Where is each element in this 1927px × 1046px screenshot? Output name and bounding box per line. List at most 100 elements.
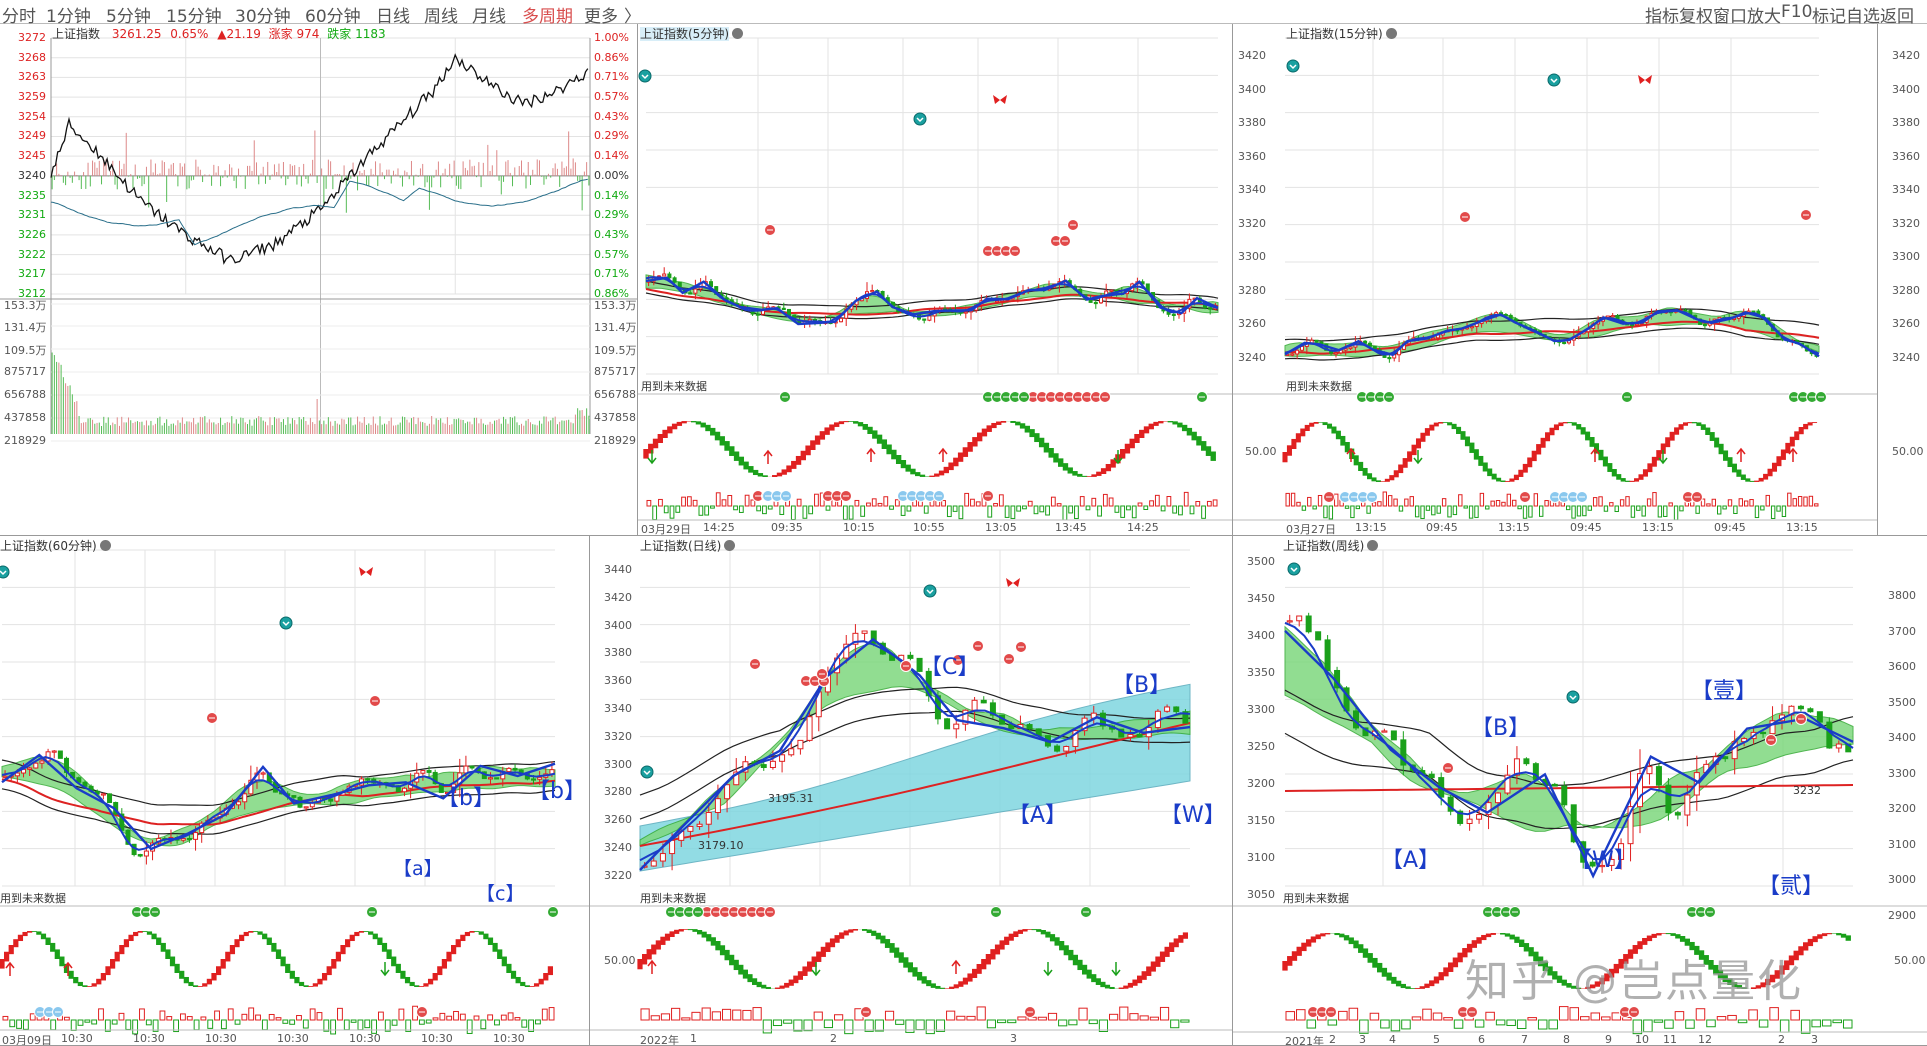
volume-bar xyxy=(1468,505,1474,519)
volume-bar xyxy=(282,1019,289,1024)
volume-bar xyxy=(935,1019,946,1032)
price-axis-label: 3263 xyxy=(18,70,46,84)
future-label-weekly: 用到未来数据 xyxy=(1283,892,1349,905)
more-chevron-icon[interactable]: 〉 xyxy=(624,7,641,27)
ma-black-lower xyxy=(1284,327,1820,361)
panel-5min[interactable]: 上证指数(5分钟) 用到未来数据 03月29日 14:25 09:35 10:15 10… xyxy=(638,24,1233,536)
volume-bar xyxy=(1485,505,1490,510)
date-label: 10 xyxy=(1635,1033,1649,1046)
tab-fenshi[interactable]: 分时 xyxy=(2,7,36,27)
volume-bar xyxy=(941,500,946,507)
arrow-head xyxy=(5,961,15,969)
candle-body xyxy=(1551,783,1558,787)
volume-bar xyxy=(1045,505,1050,516)
toolbar-window[interactable]: 窗口 xyxy=(1713,7,1747,27)
volume-bar xyxy=(1587,505,1592,511)
volume-bar xyxy=(255,1014,261,1021)
axis-label: 3450 xyxy=(1247,592,1275,605)
volume-bar xyxy=(1533,493,1539,507)
axis-label: 3420 xyxy=(1238,49,1266,62)
tab-monthly[interactable]: 月线 xyxy=(472,7,506,27)
volume-bar xyxy=(1790,1009,1800,1021)
candle-body xyxy=(51,750,57,753)
tab-daily[interactable]: 日线 xyxy=(376,7,410,27)
candle-body xyxy=(137,854,143,857)
volume-bar xyxy=(357,1019,364,1031)
toolbar-adjust[interactable]: 复权 xyxy=(1679,7,1713,27)
date-label: 13:45 xyxy=(1055,521,1087,534)
toolbar-indicator[interactable]: 指标 xyxy=(1645,7,1679,27)
volume-bar xyxy=(1569,1007,1580,1021)
axis-label: 3500 xyxy=(1888,695,1916,709)
volume-bar xyxy=(1565,505,1571,511)
candle-body xyxy=(1561,785,1568,806)
volume-bar xyxy=(1765,494,1770,507)
tab-60min[interactable]: 60分钟 xyxy=(305,7,361,27)
toolbar-back[interactable]: 返回 xyxy=(1880,7,1914,27)
volume-bar xyxy=(1039,505,1045,513)
candle-body xyxy=(1503,314,1508,317)
tab-more[interactable]: 更多 xyxy=(584,7,618,27)
tab-30min[interactable]: 30分钟 xyxy=(235,7,291,27)
axis-label: 3240 xyxy=(604,841,632,854)
intraday-panel[interactable]: 上证指数 3261.25 0.65% ▲21.19 涨家 974 跌家 1183… xyxy=(0,24,638,536)
volume-bar xyxy=(790,505,796,520)
settings-icon[interactable] xyxy=(724,540,736,551)
wave-label-week-1: 【壹】 xyxy=(1691,679,1758,704)
volume-bar xyxy=(721,499,727,507)
price-axis-label: 3254 xyxy=(18,109,46,123)
volume-bar xyxy=(1463,505,1468,509)
volume-bar xyxy=(1603,505,1609,512)
axis-label: 3050 xyxy=(1247,888,1275,901)
volume-bar xyxy=(1159,1006,1170,1021)
panel-60min[interactable]: 上证指数(60分钟) 用到未来数据 【b】 【b】 【a】 【c】 03月09日… xyxy=(0,536,590,1046)
price-axis-label: 3212 xyxy=(18,287,46,300)
tab-1min[interactable]: 1分钟 xyxy=(46,7,91,27)
candle-body xyxy=(1387,356,1392,360)
settings-icon[interactable] xyxy=(1385,28,1397,39)
volume-bar xyxy=(772,1019,783,1027)
volume-bar xyxy=(207,1019,214,1029)
volume-bar xyxy=(1369,1012,1380,1021)
volume-bar xyxy=(521,1019,528,1028)
candle-body xyxy=(696,823,703,827)
panel-daily[interactable]: 上证指数(日线) 用到未来数据 【C】 【B】 【A】 【W】 3195.31 … xyxy=(590,536,1233,1046)
tab-5min[interactable]: 5分钟 xyxy=(106,7,151,27)
panel-weekly[interactable]: 上证指数(周线) 用到未来数据 【B】 【A】 【W】 【壹】 【贰】 3232… xyxy=(1233,536,1927,1046)
volume-bar xyxy=(1296,501,1301,507)
volume-bar xyxy=(733,505,738,511)
candle-body xyxy=(1400,739,1407,766)
panel-15min[interactable]: 上证指数(15分钟) 用到未来数据 3420 3400 3380 3360 3340 33… xyxy=(1233,24,1878,536)
settings-icon[interactable] xyxy=(1367,540,1379,551)
wave-label-c: 【c】 xyxy=(476,883,525,905)
toolbar-watchlist[interactable]: 自选 xyxy=(1846,7,1880,27)
price-axis-label: 3222 xyxy=(18,247,46,261)
volume-bar xyxy=(1422,1008,1432,1021)
volume-bar xyxy=(1717,505,1722,515)
settings-icon[interactable] xyxy=(732,28,743,39)
toolbar-zoom[interactable]: 放大 xyxy=(1747,7,1781,27)
candle-body xyxy=(260,772,266,775)
volume-bar xyxy=(1420,505,1425,519)
tab-15min[interactable]: 15分钟 xyxy=(166,7,222,27)
tab-weekly[interactable]: 周线 xyxy=(424,7,458,27)
ma-blue xyxy=(1284,309,1820,356)
candle-body xyxy=(242,793,248,803)
pct-axis-label: 0.43% xyxy=(594,109,629,123)
title-5min: 上证指数(5分钟) xyxy=(640,25,743,42)
settings-icon[interactable] xyxy=(99,540,111,551)
candle-body xyxy=(839,317,843,323)
date-label: 09:45 xyxy=(1570,521,1602,534)
volume-bar xyxy=(854,499,860,507)
daily-note-1: 3195.31 xyxy=(768,792,814,805)
tab-multi-period[interactable]: 多周期 xyxy=(522,7,573,27)
vol-axis-label-left: 218929 xyxy=(4,434,46,447)
volume-bar xyxy=(1722,505,1727,510)
toolbar-mark[interactable]: 标记 xyxy=(1812,7,1846,27)
date-label: 03月27日 xyxy=(1286,523,1336,536)
volume-bar xyxy=(1172,505,1178,514)
candle-body xyxy=(922,318,927,321)
toolbar-f10[interactable]: F10 xyxy=(1781,2,1813,22)
price-axis-label: 3245 xyxy=(18,149,46,163)
candle-body xyxy=(1835,743,1842,749)
